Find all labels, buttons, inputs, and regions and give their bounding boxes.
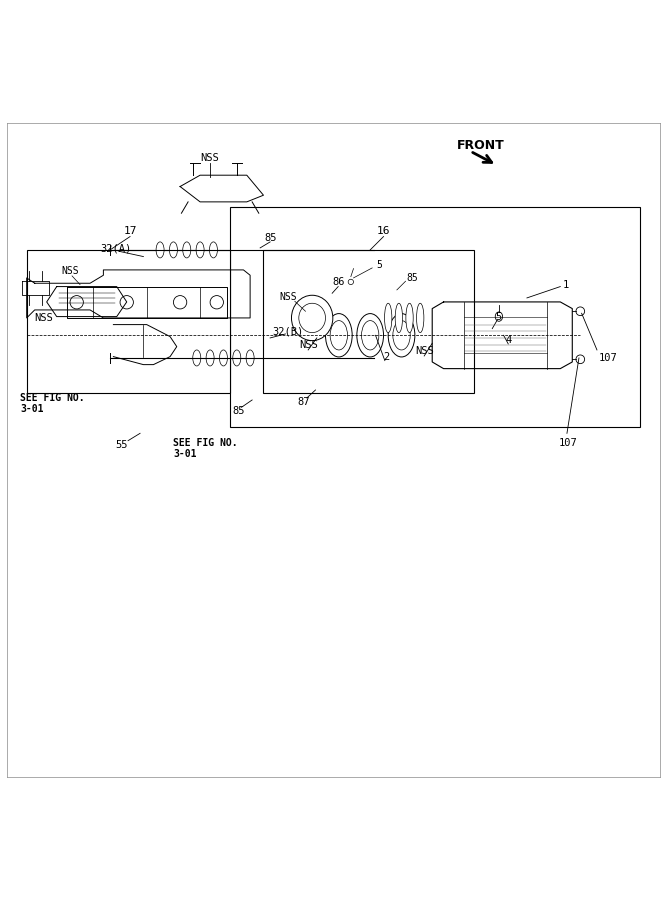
- Ellipse shape: [206, 350, 214, 366]
- Ellipse shape: [416, 303, 424, 333]
- Text: 107: 107: [599, 353, 618, 363]
- Text: NSS: NSS: [34, 313, 53, 323]
- Ellipse shape: [395, 303, 402, 333]
- Text: 5: 5: [496, 311, 502, 321]
- Text: 2: 2: [384, 352, 390, 362]
- Ellipse shape: [362, 320, 379, 350]
- Text: NSS: NSS: [279, 292, 297, 302]
- Ellipse shape: [406, 303, 413, 333]
- Text: 3-01: 3-01: [173, 449, 197, 459]
- Text: SEE FIG NO.: SEE FIG NO.: [20, 393, 85, 403]
- Text: 107: 107: [559, 438, 578, 448]
- Text: NSS: NSS: [299, 339, 317, 349]
- Ellipse shape: [576, 355, 584, 364]
- Bar: [27, 250, 230, 393]
- Text: 3-01: 3-01: [20, 403, 43, 414]
- Text: 5: 5: [376, 259, 382, 270]
- Text: NSS: NSS: [201, 153, 219, 163]
- Text: 16: 16: [377, 226, 390, 236]
- Ellipse shape: [246, 350, 254, 366]
- Text: NSS: NSS: [415, 346, 434, 356]
- Ellipse shape: [357, 313, 384, 357]
- Ellipse shape: [495, 312, 503, 321]
- Ellipse shape: [196, 242, 204, 258]
- Text: 32(B): 32(B): [272, 327, 303, 337]
- Ellipse shape: [193, 350, 201, 366]
- Ellipse shape: [348, 279, 354, 284]
- Text: 85: 85: [264, 233, 276, 243]
- Ellipse shape: [156, 242, 164, 258]
- Ellipse shape: [393, 320, 410, 350]
- Ellipse shape: [183, 242, 191, 258]
- Bar: [230, 206, 640, 427]
- Text: SEE FIG NO.: SEE FIG NO.: [173, 438, 238, 448]
- Text: 32(A): 32(A): [100, 244, 131, 254]
- Text: 86: 86: [332, 277, 344, 287]
- Text: 55: 55: [115, 440, 127, 450]
- Text: 4: 4: [505, 335, 512, 345]
- Ellipse shape: [169, 242, 177, 258]
- Text: 85: 85: [233, 406, 245, 417]
- Ellipse shape: [233, 350, 241, 366]
- Ellipse shape: [576, 307, 584, 316]
- Ellipse shape: [325, 313, 352, 357]
- Ellipse shape: [384, 303, 392, 333]
- Text: 85: 85: [406, 273, 418, 283]
- Text: NSS: NSS: [61, 266, 79, 276]
- Ellipse shape: [388, 313, 415, 357]
- Ellipse shape: [219, 350, 227, 366]
- Ellipse shape: [209, 242, 217, 258]
- Ellipse shape: [330, 320, 348, 350]
- Bar: [263, 250, 474, 393]
- Text: FRONT: FRONT: [457, 139, 505, 152]
- Ellipse shape: [299, 303, 325, 333]
- Ellipse shape: [291, 295, 333, 340]
- Text: 17: 17: [123, 226, 137, 236]
- Text: 87: 87: [297, 397, 309, 407]
- Text: 1: 1: [562, 280, 569, 290]
